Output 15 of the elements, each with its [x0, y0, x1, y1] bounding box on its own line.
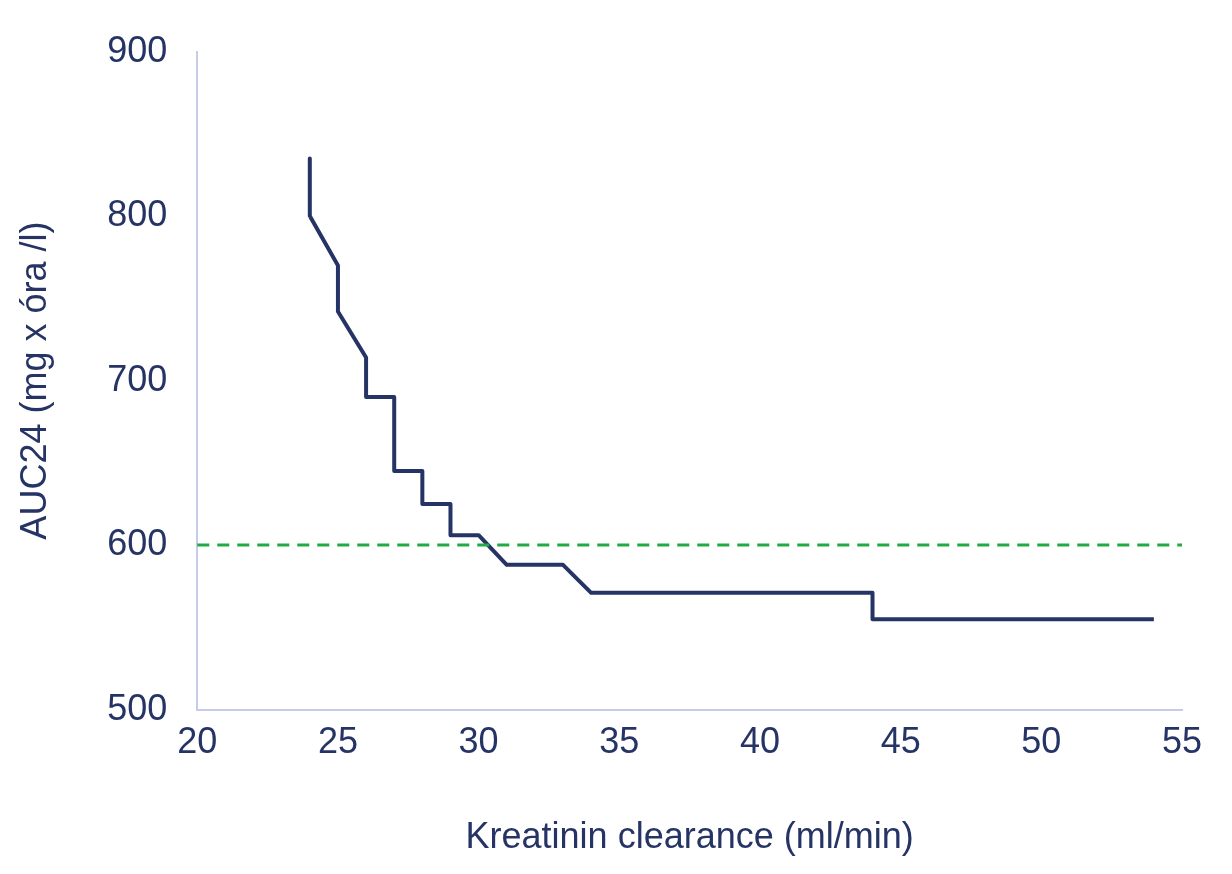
- y-tick-label: 600: [107, 522, 168, 564]
- x-tick-label: 30: [458, 720, 499, 762]
- x-tick-label: 45: [880, 720, 921, 762]
- x-tick-label: 35: [599, 720, 640, 762]
- y-tick-label: 900: [107, 28, 168, 70]
- x-tick-label: 55: [1161, 720, 1203, 762]
- y-tick-label: 700: [107, 357, 168, 399]
- x-axis-title: Kreatinin clearance (ml/min): [465, 815, 914, 857]
- x-tick-label: 40: [739, 720, 780, 762]
- x-tick-label: 20: [177, 720, 218, 762]
- y-tick-label: 800: [107, 193, 168, 235]
- y-tick-label: 500: [107, 686, 168, 728]
- x-tick-label: 50: [1021, 720, 1062, 762]
- y-axis-title: AUC24 (mg x óra /l): [12, 221, 54, 540]
- x-tick-label: 25: [317, 720, 358, 762]
